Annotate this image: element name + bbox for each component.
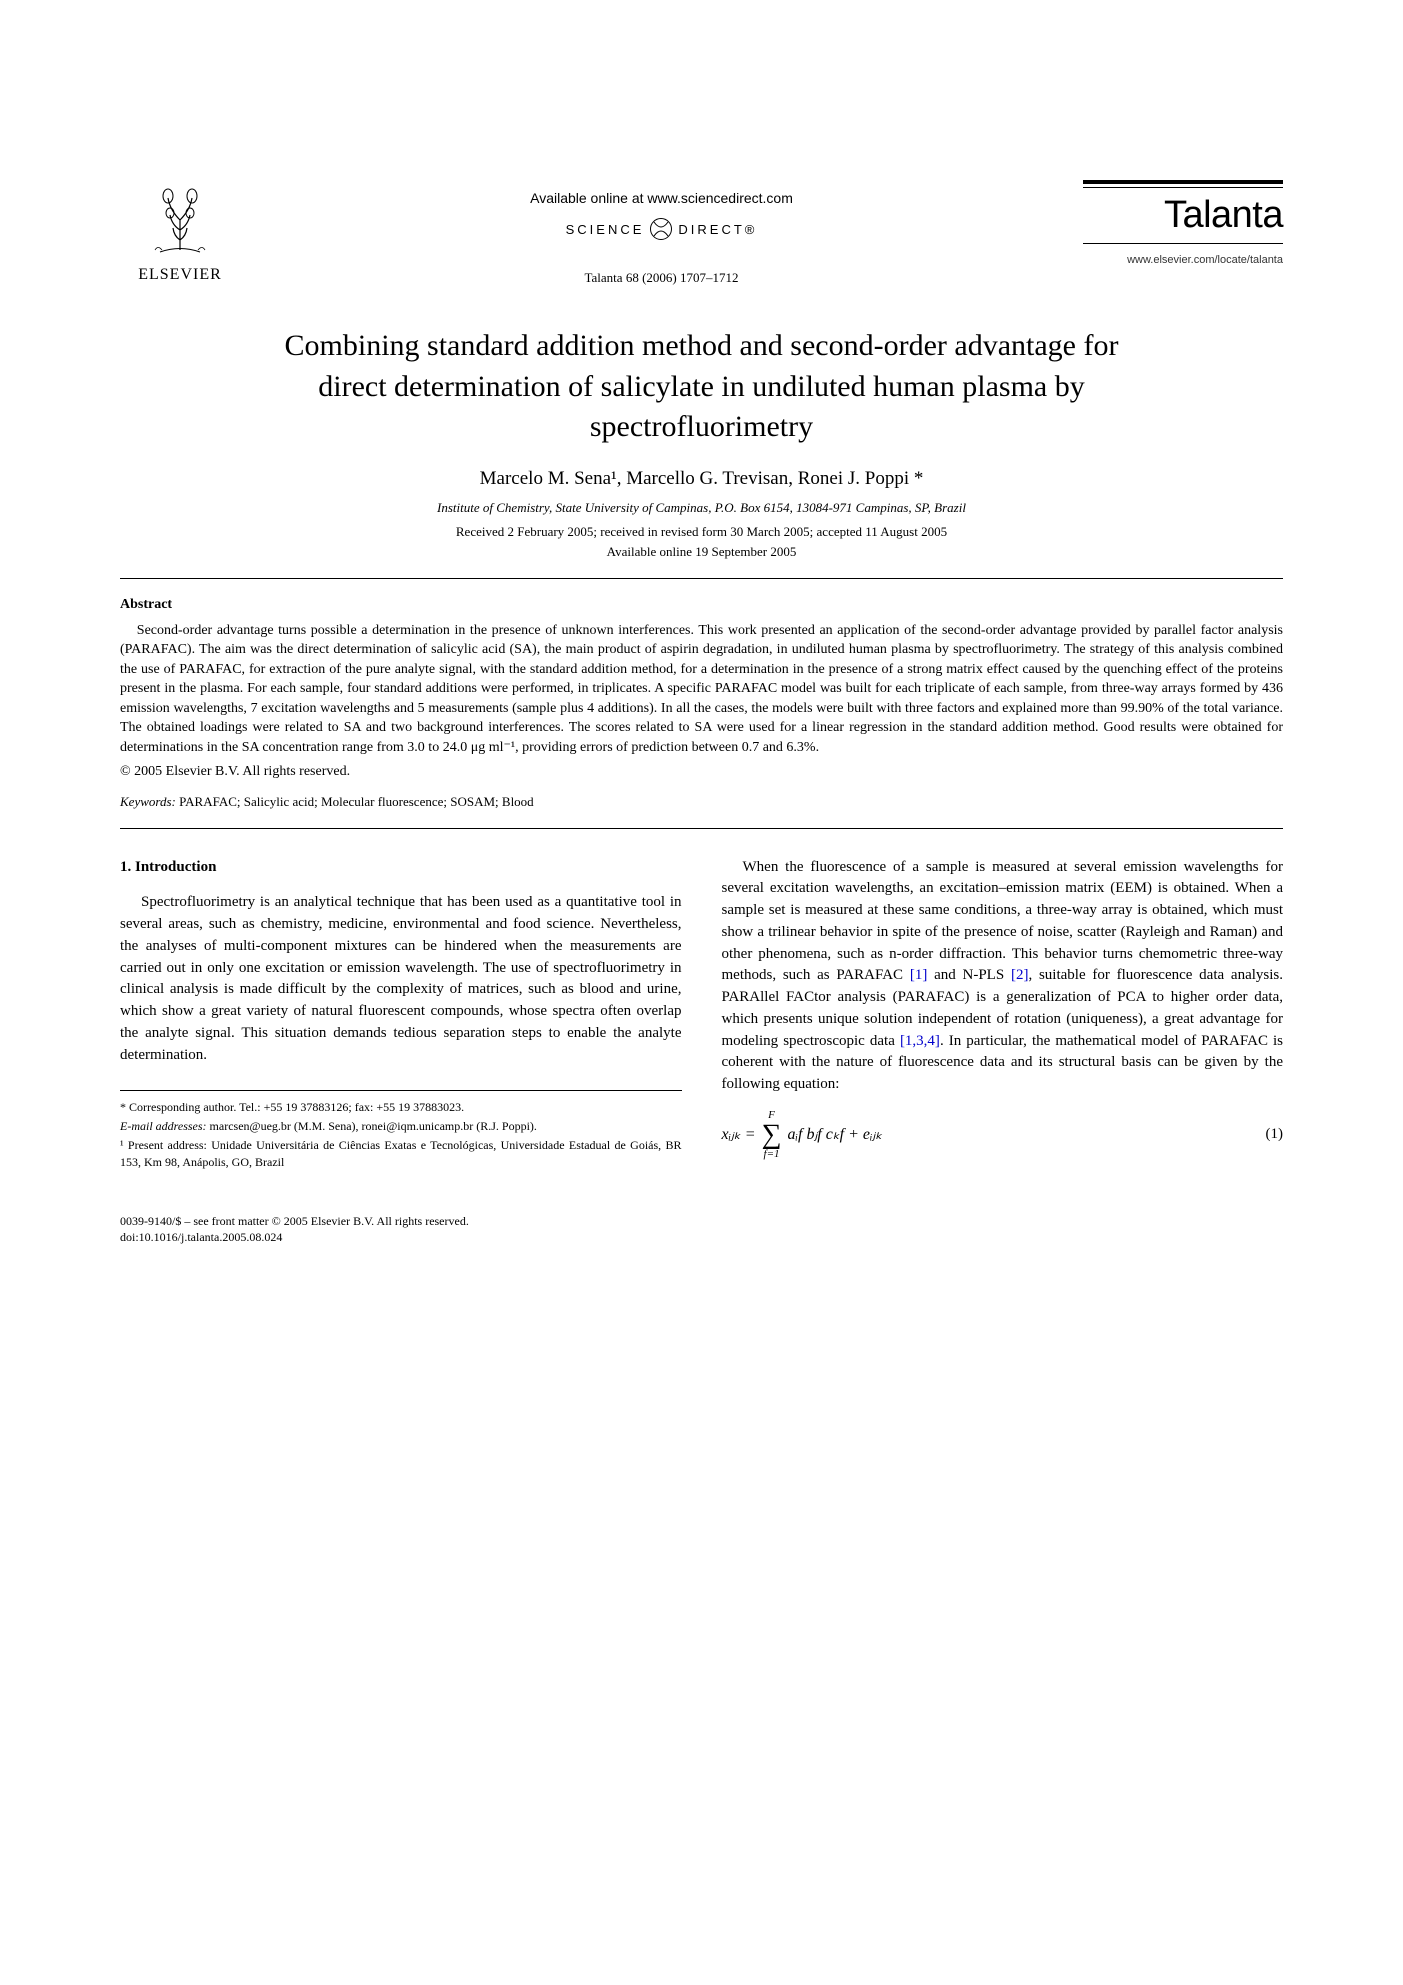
keywords-row: Keywords: PARAFAC; Salicylic acid; Molec…: [120, 794, 1283, 810]
left-column: 1. Introduction Spectrofluorimetry is an…: [120, 857, 682, 1173]
footnote-present-address: ¹ Present address: Unidade Universitária…: [120, 1137, 682, 1171]
rule-above-abstract: [120, 578, 1283, 579]
abstract-heading: Abstract: [120, 597, 1283, 613]
equation-number: (1): [1266, 1124, 1284, 1146]
dates-received: Received 2 February 2005; received in re…: [120, 524, 1283, 540]
right-column: When the fluorescence of a sample is mea…: [722, 857, 1284, 1173]
abstract-copyright: © 2005 Elsevier B.V. All rights reserved…: [120, 764, 1283, 780]
eq-lhs: xᵢⱼₖ =: [722, 1123, 756, 1146]
section-1-heading: 1. Introduction: [120, 857, 682, 879]
footnote-email-text: marcsen@ueg.br (M.M. Sena), ronei@iqm.un…: [207, 1119, 537, 1133]
available-online-text: Available online at www.sciencedirect.co…: [240, 190, 1083, 206]
issn-line: 0039-9140/$ – see front matter © 2005 El…: [120, 1213, 1283, 1230]
affiliation: Institute of Chemistry, State University…: [120, 500, 1283, 516]
summation-icon: F ∑ f=1: [762, 1110, 782, 1160]
footnote-email: E-mail addresses: marcsen@ueg.br (M.M. S…: [120, 1118, 682, 1135]
ref-link-1[interactable]: [1]: [910, 967, 928, 983]
bottom-meta: 0039-9140/$ – see front matter © 2005 El…: [120, 1213, 1283, 1247]
keywords-text: PARAFAC; Salicylic acid; Molecular fluor…: [176, 794, 534, 809]
journal-name: Talanta: [1083, 194, 1283, 237]
journal-rule-top: [1083, 180, 1283, 188]
sciencedirect-logo: SCIENCE DIRECT®: [240, 218, 1083, 240]
equation-1: xᵢⱼₖ = F ∑ f=1 aᵢf bⱼf cₖf + eᵢⱼₖ: [722, 1110, 883, 1160]
body-columns: 1. Introduction Spectrofluorimetry is an…: [120, 857, 1283, 1173]
rule-below-keywords: [120, 828, 1283, 829]
journal-block: Talanta www.elsevier.com/locate/talanta: [1083, 180, 1283, 266]
publisher-name: ELSEVIER: [138, 266, 222, 284]
eq-rhs: aᵢf bⱼf cₖf + eᵢⱼₖ: [788, 1123, 883, 1146]
dates-online: Available online 19 September 2005: [120, 544, 1283, 560]
ref-link-2[interactable]: [2]: [1011, 967, 1029, 983]
header-row: ELSEVIER Available online at www.science…: [120, 180, 1283, 286]
footnotes-block: * Corresponding author. Tel.: +55 19 378…: [120, 1090, 682, 1170]
article-title: Combining standard addition method and s…: [252, 326, 1152, 448]
elsevier-tree-icon: [140, 180, 220, 260]
sigma-symbol: ∑: [762, 1121, 782, 1149]
equation-1-row: xᵢⱼₖ = F ∑ f=1 aᵢf bⱼf cₖf + eᵢⱼₖ (1): [722, 1110, 1284, 1160]
doi-line: doi:10.1016/j.talanta.2005.08.024: [120, 1229, 1283, 1246]
sum-lower-limit: f=1: [764, 1149, 780, 1160]
sciencedirect-right: DIRECT®: [678, 222, 757, 237]
para2-text-a: When the fluorescence of a sample is mea…: [722, 859, 1284, 984]
citation: Talanta 68 (2006) 1707–1712: [240, 270, 1083, 286]
ref-link-134[interactable]: [1,3,4]: [900, 1033, 940, 1049]
authors: Marcelo M. Sena¹, Marcello G. Trevisan, …: [120, 468, 1283, 490]
publisher-block: ELSEVIER: [120, 180, 240, 284]
journal-url: www.elsevier.com/locate/talanta: [1083, 254, 1283, 266]
sciencedirect-globe-icon: [650, 218, 672, 240]
footnote-email-label: E-mail addresses:: [120, 1119, 207, 1133]
footnote-corresponding: * Corresponding author. Tel.: +55 19 378…: [120, 1099, 682, 1116]
abstract-body: Second-order advantage turns possible a …: [120, 621, 1283, 758]
para2-text-b: and N-PLS: [927, 967, 1011, 983]
sciencedirect-left: SCIENCE: [566, 222, 645, 237]
intro-para-1: Spectrofluorimetry is an analytical tech…: [120, 892, 682, 1066]
keywords-label: Keywords:: [120, 794, 176, 809]
center-header: Available online at www.sciencedirect.co…: [240, 180, 1083, 286]
journal-rule-bottom: [1083, 243, 1283, 244]
intro-para-2: When the fluorescence of a sample is mea…: [722, 857, 1284, 1096]
